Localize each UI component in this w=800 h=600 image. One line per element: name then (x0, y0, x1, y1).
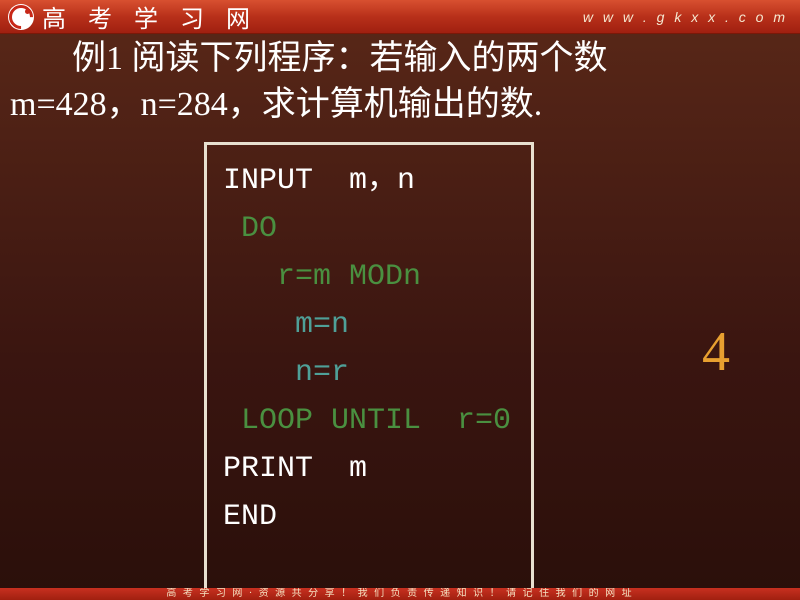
code-mod: r=m MODn (223, 253, 523, 301)
code-end: END (223, 493, 523, 541)
problem-line1: 例1 阅读下列程序：若输入的两个数 (72, 40, 608, 77)
footer-bar: 高 考 学 习 网 · 资 源 共 分 享 ！ 我 们 负 责 传 递 知 识 … (0, 588, 800, 600)
code-nr: n=r (223, 349, 523, 397)
code-print: PRINT m (223, 445, 523, 493)
problem-statement: 例1 阅读下列程序：若输入的两个数 m=428，n=284，求计算机输出的数. (10, 36, 790, 128)
answer-value: 4 (702, 320, 730, 384)
code-loop: LOOP UNTIL r=0 (223, 397, 523, 445)
content-area: 例1 阅读下列程序：若输入的两个数 m=428，n=284，求计算机输出的数. (0, 34, 800, 128)
code-input: INPUT m，n (223, 157, 523, 205)
code-box: INPUT m，n DO r=m MODn m=n n=r LOOP UNTIL… (204, 142, 534, 594)
header-bar: 高 考 学 习 网 w w w . g k x x . c o m (0, 0, 800, 34)
code-mn: m=n (223, 301, 523, 349)
site-url: w w w . g k x x . c o m (583, 9, 788, 25)
problem-line2: m=428，n=284，求计算机输出的数. (10, 86, 542, 123)
logo-icon (8, 4, 34, 30)
code-do: DO (223, 205, 523, 253)
site-title: 高 考 学 习 网 (42, 0, 258, 34)
